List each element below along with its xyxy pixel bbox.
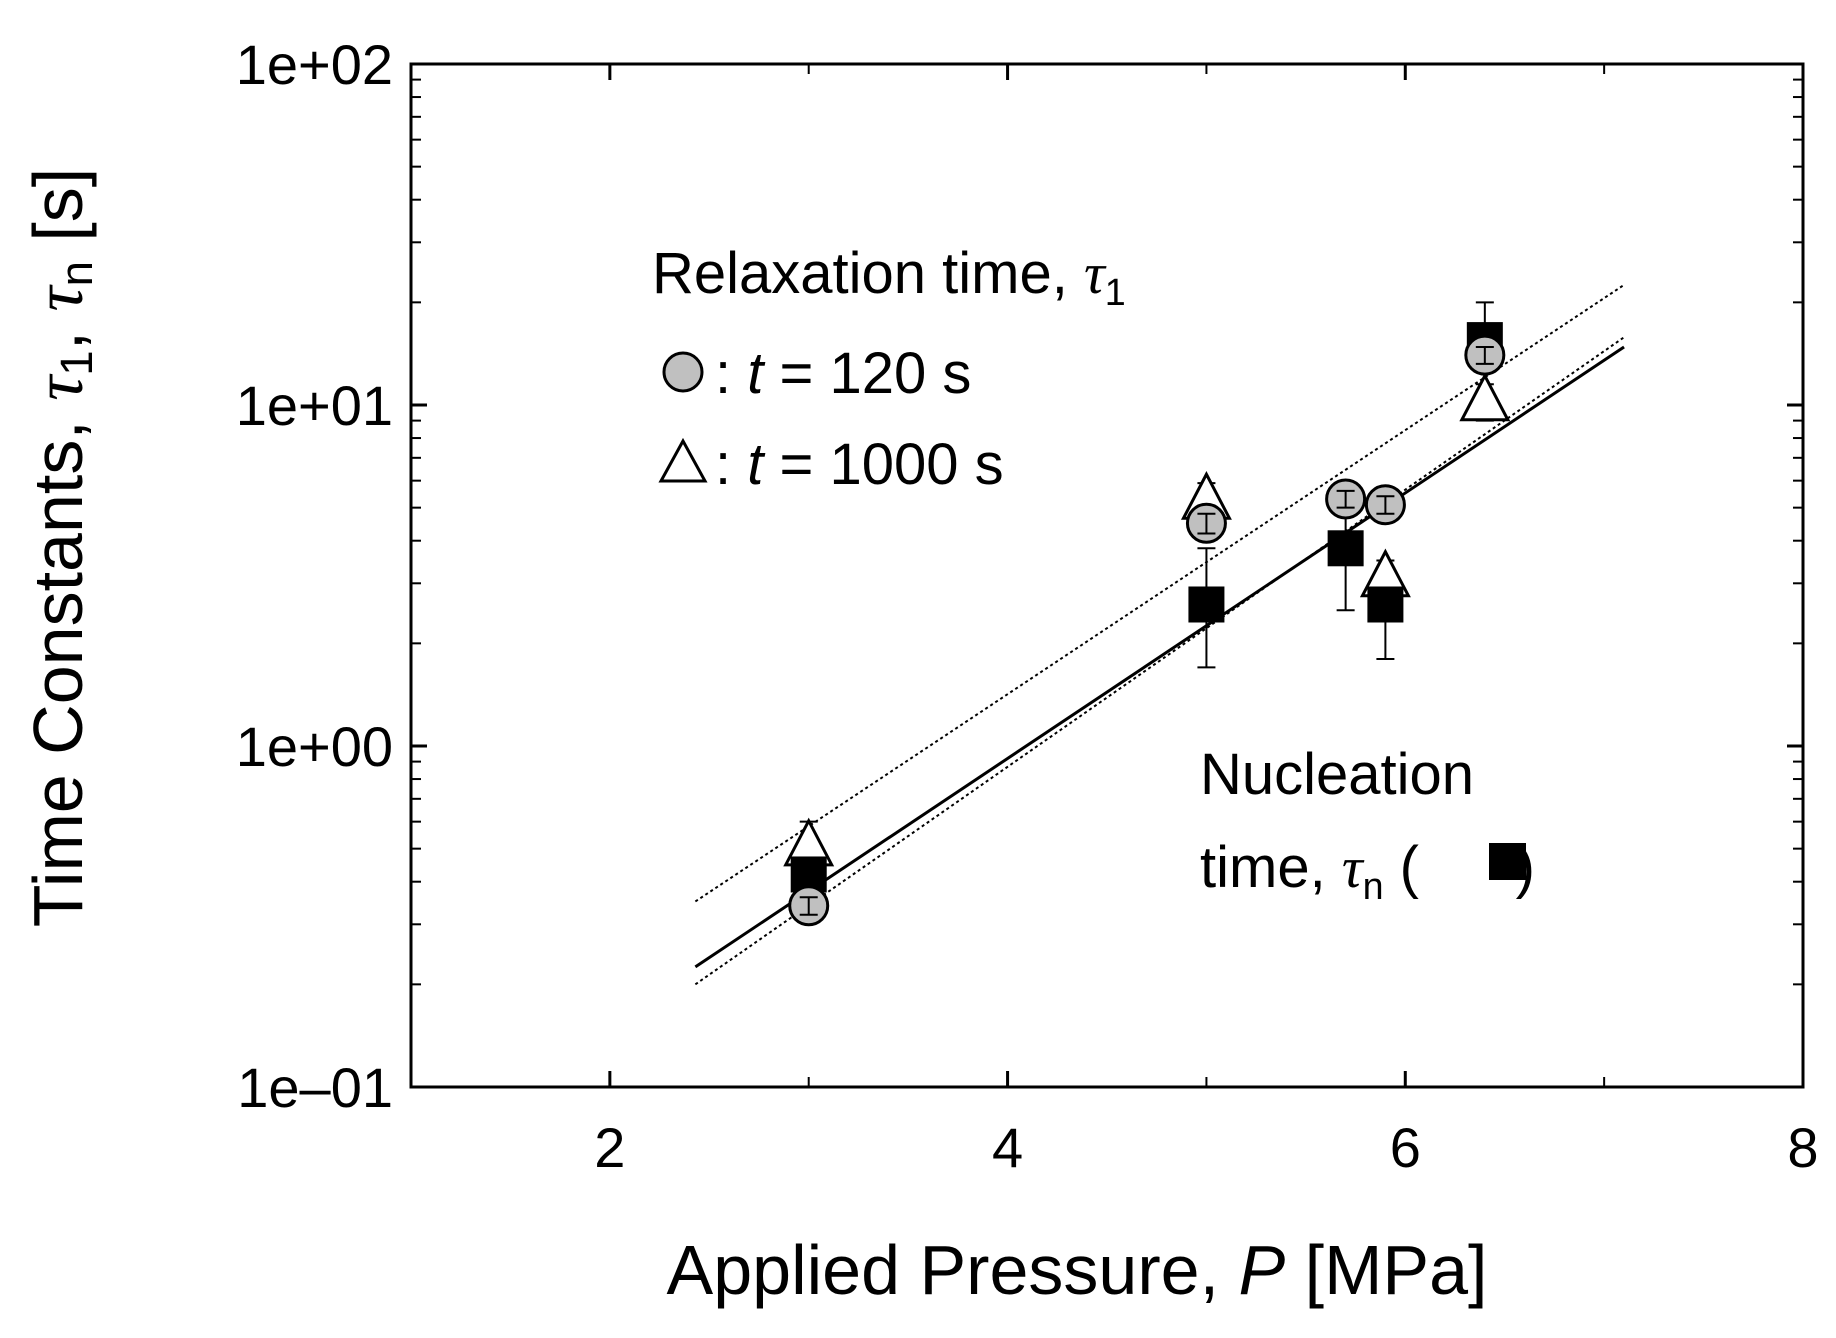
y-tick-label: 1e+02 (236, 33, 393, 96)
plot-frame (409, 62, 1805, 1089)
annotation-line2-sub: n (1363, 865, 1384, 907)
annotation-line2-symbol: τ (1342, 835, 1365, 900)
annotation-paren-open: ( (1384, 835, 1419, 900)
y-axis-title-taun: τ (21, 283, 98, 311)
y-tick-label: 1e+01 (236, 374, 393, 437)
annotation-line2-text: time, (1200, 835, 1342, 900)
square-marker (1367, 586, 1404, 623)
legend-item-var: t (747, 432, 766, 497)
y-axis-title: Time Constants, τ1, τn [s] (19, 168, 102, 928)
legend-item-prefix: : (715, 432, 747, 497)
legend-item-suffix: = 120 s (763, 341, 971, 406)
x-axis-title: Applied Pressure, P [MPa] (667, 1231, 1488, 1309)
y-axis-title-tau1: τ (21, 373, 98, 401)
y-tick-label: 1e–01 (237, 1056, 393, 1119)
legend-item-120s: : t = 120 s (715, 341, 971, 406)
legend-title-symbol: τ (1084, 241, 1107, 306)
y-axis-title-sep: , (19, 311, 97, 350)
square-marker (1327, 530, 1364, 567)
annotation-line2: time, τn (MM) (1200, 835, 1535, 907)
legend-triangle-marker (658, 437, 708, 483)
x-tick-label: 4 (992, 1116, 1023, 1179)
annotation-square-marker (1489, 843, 1526, 880)
data-markers (783, 322, 1511, 927)
x-tick-label: 2 (594, 1116, 625, 1179)
triangle-marker (1459, 372, 1511, 422)
legend-item-suffix: = 1000 s (763, 432, 1003, 497)
y-axis-title-unit: [s] (19, 168, 97, 261)
legend-item-var: t (747, 341, 766, 406)
legend-item-prefix: : (715, 341, 747, 406)
y-axis-title-sub1: 1 (51, 350, 102, 375)
y-tick-label: 1e+00 (236, 715, 393, 778)
nucleation-annotation: Nucleation time, τn (MM) (1200, 742, 1535, 907)
fit-lines (694, 284, 1625, 986)
square-marker (1188, 586, 1225, 623)
legend-circle-marker (662, 351, 704, 393)
x-axis-title-unit: [MPa] (1285, 1231, 1487, 1309)
legend-item-1000s: : t = 1000 s (715, 432, 1004, 497)
y-axis-title-subn: n (51, 261, 102, 286)
x-axis-title-var: P (1238, 1231, 1285, 1309)
x-tick-label: 6 (1390, 1116, 1421, 1179)
x-tick-label: 8 (1787, 1116, 1818, 1179)
x-axis-title-part: Applied Pressure, (667, 1231, 1239, 1309)
y-axis-title-part: Time Constants, (19, 401, 97, 927)
fit-line (694, 345, 1625, 969)
fit-line (694, 336, 1625, 986)
legend-title-text: Relaxation time, (652, 241, 1084, 306)
legend-title: Relaxation time, τ1 (652, 241, 1126, 313)
legend: Relaxation time, τ1 : t = 120 s : t = 10… (652, 241, 1126, 497)
annotation-line1: Nucleation (1200, 742, 1474, 807)
tick-labels: 2 4 6 8 1e–01 1e+00 1e+01 1e+02 (236, 33, 1819, 1179)
axis-ticks (411, 62, 1805, 1089)
legend-title-sub: 1 (1105, 271, 1126, 313)
